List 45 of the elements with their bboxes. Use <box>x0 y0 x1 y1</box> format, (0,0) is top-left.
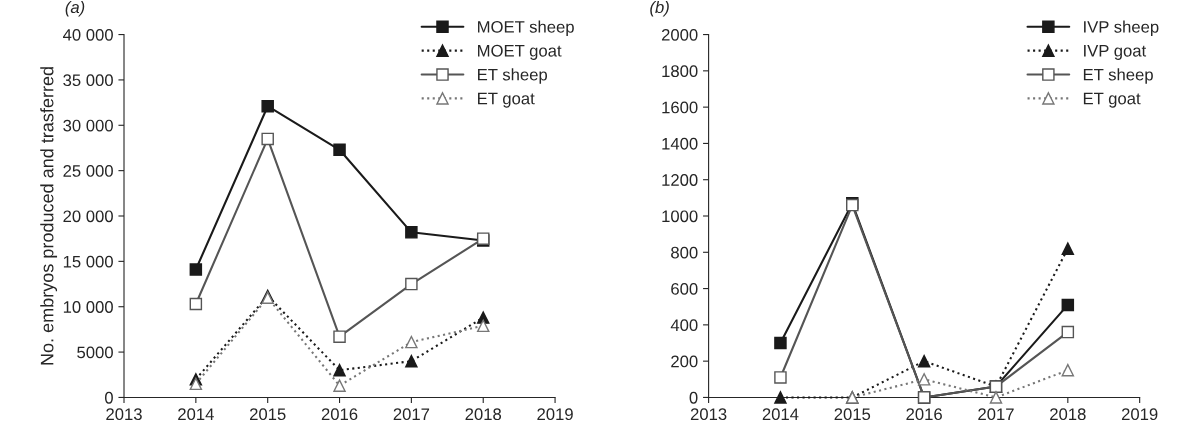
x-tick-label: 2013 <box>690 408 727 421</box>
legend-label: ET sheep <box>478 68 548 84</box>
legend-label: IVP sheep <box>1084 20 1159 37</box>
y-tick-label: 400 <box>670 319 698 332</box>
y-tick-label: 1400 <box>662 137 698 150</box>
legend-label: ET goat <box>478 92 535 108</box>
y-tick-label: 5000 <box>77 346 113 359</box>
y-tick-label: 600 <box>671 282 698 295</box>
y-tick-label: 800 <box>671 246 698 259</box>
y-tick-label: 1000 <box>662 210 698 223</box>
x-tick-label: 2019 <box>1121 408 1158 421</box>
x-tick-label: 2017 <box>393 408 430 421</box>
legend-label: ET sheep <box>1083 68 1153 84</box>
chart-title: (b) <box>650 0 669 17</box>
x-tick-label: 2014 <box>178 408 214 421</box>
y-tick-label: 0 <box>689 391 698 404</box>
y-tick-label: 1800 <box>662 65 698 78</box>
x-tick-label: 2018 <box>1050 408 1086 421</box>
y-tick-label: 10 000 <box>63 301 113 313</box>
chart-title: (a) <box>65 0 85 17</box>
legend-label: MOET goat <box>478 44 562 60</box>
y-tick-label: 1600 <box>662 101 698 114</box>
y-tick-label: 0 <box>104 391 113 404</box>
legend-label: MOET sheep <box>478 20 574 37</box>
x-tick-label: 2013 <box>106 408 142 421</box>
x-tick-label: 2019 <box>537 408 573 421</box>
x-tick-label: 2015 <box>834 408 871 421</box>
y-tick-label: 40 000 <box>63 28 113 41</box>
y-tick-label: 25 000 <box>63 165 113 177</box>
y-tick-label: 2000 <box>661 28 698 41</box>
legend-label: ET goat <box>1083 92 1141 108</box>
x-tick-label: 2016 <box>321 408 358 421</box>
y-axis-title: No. embryos produced and trasferred <box>40 67 58 365</box>
y-tick-label: 1200 <box>662 174 698 186</box>
y-tick-label: 35 000 <box>63 74 113 87</box>
y-tick-label: 30 000 <box>63 119 113 132</box>
x-tick-label: 2016 <box>906 408 942 421</box>
y-tick-label: 200 <box>671 355 698 368</box>
legend-label: IVP goat <box>1084 45 1147 60</box>
x-tick-label: 2017 <box>978 408 1014 421</box>
x-tick-label: 2018 <box>465 408 502 421</box>
x-tick-label: 2015 <box>250 408 286 421</box>
y-tick-label: 15 000 <box>63 255 113 268</box>
x-tick-label: 2014 <box>762 408 799 421</box>
y-tick-label: 20 000 <box>63 210 113 223</box>
